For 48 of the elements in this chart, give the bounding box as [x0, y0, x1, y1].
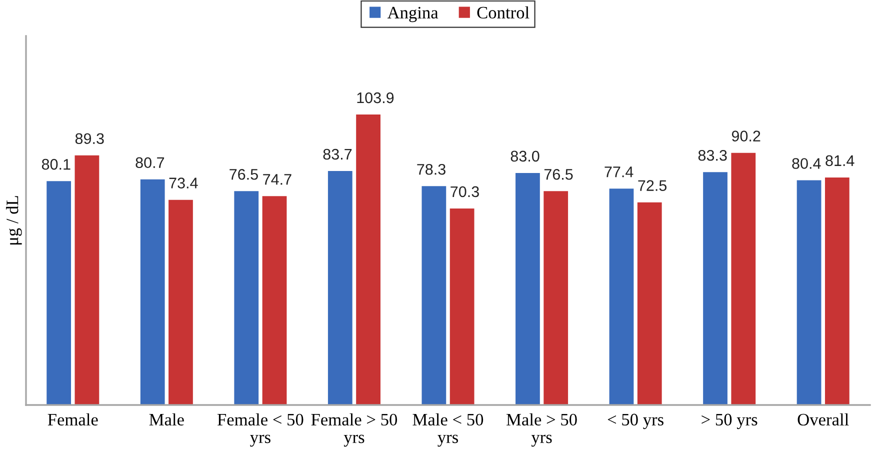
bar: [516, 172, 540, 405]
data-label: 83.7: [323, 148, 352, 160]
bar: [328, 171, 352, 405]
x-tick-label: Male > 50 yrs: [506, 413, 577, 447]
x-tick-label: Female > 50 yrs: [311, 413, 398, 447]
bar: [356, 114, 380, 405]
bar: [422, 186, 446, 405]
data-label: 80.1: [42, 158, 70, 170]
data-label: 81.4: [826, 155, 854, 166]
data-label: 83.3: [698, 150, 727, 161]
y-axis-title: μg / dL: [6, 196, 22, 244]
legend-label: Control: [477, 6, 530, 19]
bar: [168, 200, 193, 405]
bar: [544, 191, 568, 405]
data-label: 76.5: [544, 168, 573, 180]
bar: [824, 177, 850, 405]
data-label: 73.4: [169, 178, 198, 188]
data-label: 83.0: [510, 150, 540, 162]
x-tick-label: Female < 50 yrs: [217, 413, 304, 447]
legend-label: Angina: [387, 6, 438, 22]
data-label: 70.3: [450, 186, 479, 198]
data-label: 76.5: [230, 168, 258, 180]
x-tick-label: Female: [48, 413, 98, 426]
bar: [703, 172, 728, 405]
bar: [731, 152, 756, 405]
bar: [140, 179, 165, 405]
data-label: 89.3: [75, 133, 104, 144]
bar: [234, 191, 259, 405]
bar: [46, 181, 72, 405]
bar: [796, 180, 822, 405]
data-label: 80.7: [136, 157, 164, 168]
x-tick-label: < 50 yrs: [608, 414, 664, 430]
x-tick-label: > 50 yrs: [702, 414, 758, 430]
data-label: 77.4: [604, 166, 634, 178]
x-tick-label: Male < 50 yrs: [412, 413, 484, 447]
bar: [74, 155, 100, 405]
data-label: 80.4: [792, 158, 821, 169]
data-label: 103.9: [357, 92, 394, 104]
data-label: 90.2: [732, 130, 760, 142]
x-tick-label: Male: [149, 413, 184, 426]
bar: [609, 188, 634, 405]
bar: [637, 202, 662, 405]
data-label: 72.5: [638, 180, 667, 191]
bar: [262, 196, 287, 405]
x-tick-label: Overall: [798, 413, 849, 426]
data-label: 74.7: [263, 174, 292, 185]
data-label: 78.3: [417, 164, 446, 175]
bar: [450, 208, 474, 405]
